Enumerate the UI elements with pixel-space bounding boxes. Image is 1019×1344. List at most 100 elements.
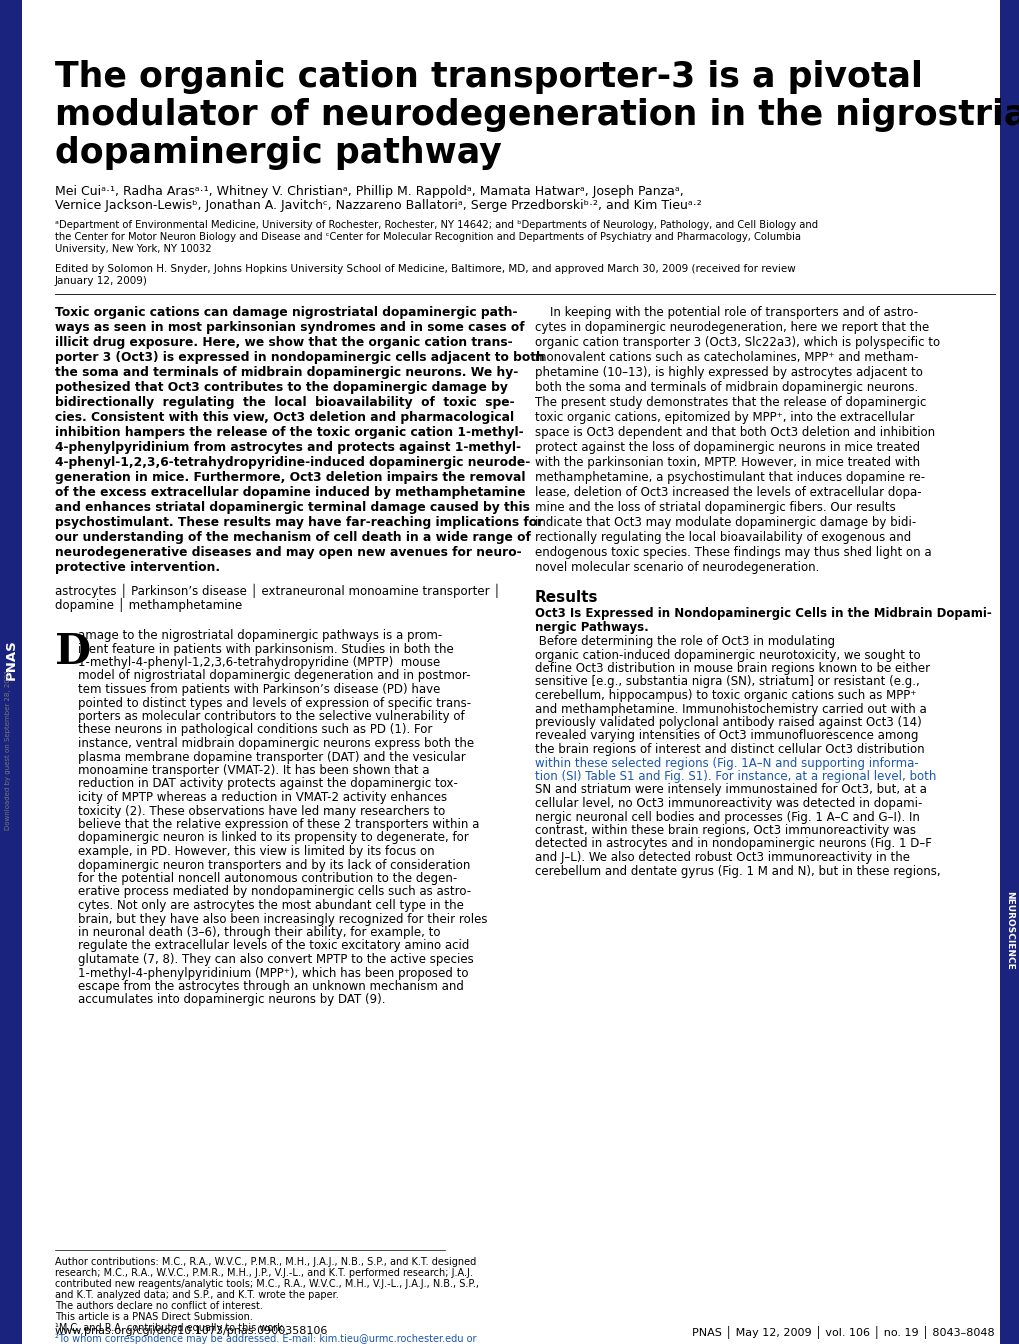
Text: endogenous toxic species. These findings may thus shed light on a: endogenous toxic species. These findings… — [535, 546, 930, 559]
Text: the Center for Motor Neuron Biology and Disease and ᶜCenter for Molecular Recogn: the Center for Motor Neuron Biology and … — [55, 233, 800, 242]
Text: D: D — [55, 630, 91, 673]
Text: ways as seen in most parkinsonian syndromes and in some cases of: ways as seen in most parkinsonian syndro… — [55, 321, 524, 335]
Text: icity of MPTP whereas a reduction in VMAT-2 activity enhances: icity of MPTP whereas a reduction in VMA… — [77, 792, 446, 804]
Text: organic cation-induced dopaminergic neurotoxicity, we sought to: organic cation-induced dopaminergic neur… — [535, 649, 920, 661]
Text: these neurons in pathological conditions such as PD (1). For: these neurons in pathological conditions… — [77, 723, 432, 737]
Text: ²To whom correspondence may be addressed. E-mail: kim.tieu@urmc.rochester.edu or: ²To whom correspondence may be addressed… — [55, 1335, 476, 1344]
Text: novel molecular scenario of neurodegeneration.: novel molecular scenario of neurodegener… — [535, 560, 818, 574]
Text: pointed to distinct types and levels of expression of specific trans-: pointed to distinct types and levels of … — [77, 696, 471, 710]
Text: research; M.C., R.A., W.V.C., P.M.R., M.H., J.P., V.J.-L., and K.T. performed re: research; M.C., R.A., W.V.C., P.M.R., M.… — [55, 1267, 473, 1278]
Text: dopaminergic neuron is linked to its propensity to degenerate, for: dopaminergic neuron is linked to its pro… — [77, 832, 469, 844]
Text: astrocytes │ Parkinson’s disease │ extraneuronal monoamine transporter │: astrocytes │ Parkinson’s disease │ extra… — [55, 585, 500, 598]
Text: space is Oct3 dependent and that both Oct3 deletion and inhibition: space is Oct3 dependent and that both Oc… — [535, 426, 934, 439]
Text: accumulates into dopaminergic neurons by DAT (9).: accumulates into dopaminergic neurons by… — [77, 993, 385, 1007]
Text: The organic cation transporter-3 is a pivotal: The organic cation transporter-3 is a pi… — [55, 60, 922, 94]
Text: dopaminergic neuron transporters and by its lack of consideration: dopaminergic neuron transporters and by … — [77, 859, 470, 871]
Text: plasma membrane dopamine transporter (DAT) and the vesicular: plasma membrane dopamine transporter (DA… — [77, 750, 466, 763]
Text: organic cation transporter 3 (Oct3, Slc22a3), which is polyspecific to: organic cation transporter 3 (Oct3, Slc2… — [535, 336, 940, 349]
Text: for the potential noncell autonomous contribution to the degen-: for the potential noncell autonomous con… — [77, 872, 457, 884]
Text: cytes in dopaminergic neurodegeneration, here we report that the: cytes in dopaminergic neurodegeneration,… — [535, 321, 928, 335]
Text: contrast, within these brain regions, Oct3 immunoreactivity was: contrast, within these brain regions, Oc… — [535, 824, 915, 837]
Text: example, in PD. However, this view is limited by its focus on: example, in PD. However, this view is li… — [77, 845, 434, 857]
Text: protect against the loss of dopaminergic neurons in mice treated: protect against the loss of dopaminergic… — [535, 441, 919, 454]
Text: amage to the nigrostriatal dopaminergic pathways is a prom-: amage to the nigrostriatal dopaminergic … — [77, 629, 442, 642]
Text: cytes. Not only are astrocytes the most abundant cell type in the: cytes. Not only are astrocytes the most … — [77, 899, 464, 913]
Text: dopaminergic pathway: dopaminergic pathway — [55, 136, 501, 169]
Text: sensitive [e.g., substantia nigra (SN), striatum] or resistant (e.g.,: sensitive [e.g., substantia nigra (SN), … — [535, 676, 919, 688]
Text: rectionally regulating the local bioavailability of exogenous and: rectionally regulating the local bioavai… — [535, 531, 910, 544]
Text: Before determining the role of Oct3 in modulating: Before determining the role of Oct3 in m… — [535, 634, 835, 648]
Bar — [0, 0, 22, 1344]
Text: believe that the relative expression of these 2 transporters within a: believe that the relative expression of … — [77, 818, 479, 831]
Text: nergic Pathways.: nergic Pathways. — [535, 621, 648, 633]
Text: Results: Results — [535, 590, 598, 605]
Text: Downloaded by guest on September 28, 2021: Downloaded by guest on September 28, 202… — [5, 669, 11, 831]
Text: porters as molecular contributors to the selective vulnerability of: porters as molecular contributors to the… — [77, 710, 465, 723]
Text: Author contributions: M.C., R.A., W.V.C., P.M.R., M.H., J.A.J., N.B., S.P., and : Author contributions: M.C., R.A., W.V.C.… — [55, 1257, 476, 1267]
Text: toxicity (2). These observations have led many researchers to: toxicity (2). These observations have le… — [77, 805, 445, 817]
Text: modulator of neurodegeneration in the nigrostriatal: modulator of neurodegeneration in the ni… — [55, 98, 1019, 132]
Text: toxic organic cations, epitomized by MPP⁺, into the extracellular: toxic organic cations, epitomized by MPP… — [535, 411, 914, 423]
Text: cerebellum and dentate gyrus (Fig. 1 M and N), but in these regions,: cerebellum and dentate gyrus (Fig. 1 M a… — [535, 864, 940, 878]
Text: monovalent cations such as catecholamines, MPP⁺ and metham-: monovalent cations such as catecholamine… — [535, 351, 917, 364]
Text: 4-phenyl-1,2,3,6-tetrahydropyridine-induced dopaminergic neurode-: 4-phenyl-1,2,3,6-tetrahydropyridine-indu… — [55, 456, 530, 469]
Text: In keeping with the potential role of transporters and of astro-: In keeping with the potential role of tr… — [535, 306, 917, 319]
Text: instance, ventral midbrain dopaminergic neurons express both the: instance, ventral midbrain dopaminergic … — [77, 737, 474, 750]
Text: previously validated polyclonal antibody raised against Oct3 (14): previously validated polyclonal antibody… — [535, 716, 921, 728]
Text: PNAS: PNAS — [4, 640, 17, 680]
Text: brain, but they have also been increasingly recognized for their roles: brain, but they have also been increasin… — [77, 913, 487, 926]
Text: model of nigrostriatal dopaminergic degeneration and in postmor-: model of nigrostriatal dopaminergic dege… — [77, 669, 470, 683]
Text: detected in astrocytes and in nondopaminergic neurons (Fig. 1 D–F: detected in astrocytes and in nondopamin… — [535, 837, 931, 851]
Text: contributed new reagents/analytic tools; M.C., R.A., W.V.C., M.H., V.J.-L., J.A.: contributed new reagents/analytic tools;… — [55, 1279, 479, 1289]
Text: lease, deletion of Oct3 increased the levels of extracellular dopa-: lease, deletion of Oct3 increased the le… — [535, 487, 921, 499]
Text: pothesized that Oct3 contributes to the dopaminergic damage by: pothesized that Oct3 contributes to the … — [55, 380, 507, 394]
Text: University, New York, NY 10032: University, New York, NY 10032 — [55, 245, 211, 254]
Text: 1-methyl-4-phenylpyridinium (MPP⁺), which has been proposed to: 1-methyl-4-phenylpyridinium (MPP⁺), whic… — [77, 966, 468, 980]
Text: dopamine │ methamphetamine: dopamine │ methamphetamine — [55, 598, 243, 612]
Text: within these selected regions (Fig. 1A–N and supporting informa-: within these selected regions (Fig. 1A–N… — [535, 757, 918, 770]
Text: 1-methyl-4-phenyl-1,2,3,6-tetrahydropyridine (MPTP)  mouse: 1-methyl-4-phenyl-1,2,3,6-tetrahydropyri… — [77, 656, 440, 669]
Text: regulate the extracellular levels of the toxic excitatory amino acid: regulate the extracellular levels of the… — [77, 939, 469, 953]
Text: inent feature in patients with parkinsonism. Studies in both the: inent feature in patients with parkinson… — [77, 642, 453, 656]
Text: neurodegenerative diseases and may open new avenues for neuro-: neurodegenerative diseases and may open … — [55, 546, 521, 559]
Text: protective intervention.: protective intervention. — [55, 560, 220, 574]
Text: mine and the loss of striatal dopaminergic fibers. Our results: mine and the loss of striatal dopaminerg… — [535, 501, 895, 513]
Text: Vernice Jackson-Lewisᵇ, Jonathan A. Javitchᶜ, Nazzareno Ballatoriᵃ, Serge Przedb: Vernice Jackson-Lewisᵇ, Jonathan A. Javi… — [55, 199, 701, 212]
Text: Mei Cuiᵃ·¹, Radha Arasᵃ·¹, Whitney V. Christianᵃ, Phillip M. Rappoldᵃ, Mamata Ha: Mei Cuiᵃ·¹, Radha Arasᵃ·¹, Whitney V. Ch… — [55, 185, 683, 198]
Text: and K.T. analyzed data; and S.P., and K.T. wrote the paper.: and K.T. analyzed data; and S.P., and K.… — [55, 1290, 338, 1300]
Text: ¹M.C. and R.A. contributed equally to this work.: ¹M.C. and R.A. contributed equally to th… — [55, 1322, 285, 1333]
Text: cies. Consistent with this view, Oct3 deletion and pharmacological: cies. Consistent with this view, Oct3 de… — [55, 411, 514, 423]
Text: and enhances striatal dopaminergic terminal damage caused by this: and enhances striatal dopaminergic termi… — [55, 501, 529, 513]
Text: glutamate (7, 8). They can also convert MPTP to the active species: glutamate (7, 8). They can also convert … — [77, 953, 473, 966]
Text: 4-phenylpyridinium from astrocytes and protects against 1-methyl-: 4-phenylpyridinium from astrocytes and p… — [55, 441, 521, 454]
Text: Toxic organic cations can damage nigrostriatal dopaminergic path-: Toxic organic cations can damage nigrost… — [55, 306, 517, 319]
Text: illicit drug exposure. Here, we show that the organic cation trans-: illicit drug exposure. Here, we show tha… — [55, 336, 513, 349]
Text: inhibition hampers the release of the toxic organic cation 1-methyl-: inhibition hampers the release of the to… — [55, 426, 523, 439]
Text: the soma and terminals of midbrain dopaminergic neurons. We hy-: the soma and terminals of midbrain dopam… — [55, 366, 518, 379]
Text: cellular level, no Oct3 immunoreactivity was detected in dopami-: cellular level, no Oct3 immunoreactivity… — [535, 797, 921, 810]
Text: cerebellum, hippocampus) to toxic organic cations such as MPP⁺: cerebellum, hippocampus) to toxic organi… — [535, 689, 915, 702]
Text: erative process mediated by nondopaminergic cells such as astro-: erative process mediated by nondopaminer… — [77, 886, 471, 899]
Text: the brain regions of interest and distinct cellular Oct3 distribution: the brain regions of interest and distin… — [535, 743, 923, 755]
Text: define Oct3 distribution in mouse brain regions known to be either: define Oct3 distribution in mouse brain … — [535, 663, 929, 675]
Text: in neuronal death (3–6), through their ability, for example, to: in neuronal death (3–6), through their a… — [77, 926, 440, 939]
Text: reduction in DAT activity protects against the dopaminergic tox-: reduction in DAT activity protects again… — [77, 777, 458, 790]
Text: This article is a PNAS Direct Submission.: This article is a PNAS Direct Submission… — [55, 1312, 253, 1322]
Text: The present study demonstrates that the release of dopaminergic: The present study demonstrates that the … — [535, 396, 925, 409]
Text: and J–L). We also detected robust Oct3 immunoreactivity in the: and J–L). We also detected robust Oct3 i… — [535, 851, 909, 864]
Text: Oct3 Is Expressed in Nondopaminergic Cells in the Midbrain Dopami-: Oct3 Is Expressed in Nondopaminergic Cel… — [535, 607, 990, 620]
Text: phetamine (10–13), is highly expressed by astrocytes adjacent to: phetamine (10–13), is highly expressed b… — [535, 366, 922, 379]
Text: Edited by Solomon H. Snyder, Johns Hopkins University School of Medicine, Baltim: Edited by Solomon H. Snyder, Johns Hopki… — [55, 263, 795, 274]
Text: porter 3 (Oct3) is expressed in nondopaminergic cells adjacent to both: porter 3 (Oct3) is expressed in nondopam… — [55, 351, 544, 364]
Text: tion (SI) Table S1 and Fig. S1). For instance, at a regional level, both: tion (SI) Table S1 and Fig. S1). For ins… — [535, 770, 935, 784]
Text: and methamphetamine. Immunohistochemistry carried out with a: and methamphetamine. Immunohistochemistr… — [535, 703, 926, 715]
Text: monoamine transporter (VMAT-2). It has been shown that a: monoamine transporter (VMAT-2). It has b… — [77, 763, 429, 777]
Text: January 12, 2009): January 12, 2009) — [55, 276, 148, 286]
Text: tem tissues from patients with Parkinson’s disease (PD) have: tem tissues from patients with Parkinson… — [77, 683, 440, 696]
Text: indicate that Oct3 may modulate dopaminergic damage by bidi-: indicate that Oct3 may modulate dopamine… — [535, 516, 915, 530]
Text: nergic neuronal cell bodies and processes (Fig. 1 A–C and G–I). In: nergic neuronal cell bodies and processe… — [535, 810, 919, 824]
Text: revealed varying intensities of Oct3 immunofluorescence among: revealed varying intensities of Oct3 imm… — [535, 730, 917, 742]
Text: SN and striatum were intensely immunostained for Oct3, but, at a: SN and striatum were intensely immunosta… — [535, 784, 926, 797]
Text: with the parkinsonian toxin, MPTP. However, in mice treated with: with the parkinsonian toxin, MPTP. Howev… — [535, 456, 919, 469]
Text: NEUROSCIENCE: NEUROSCIENCE — [1005, 891, 1014, 969]
